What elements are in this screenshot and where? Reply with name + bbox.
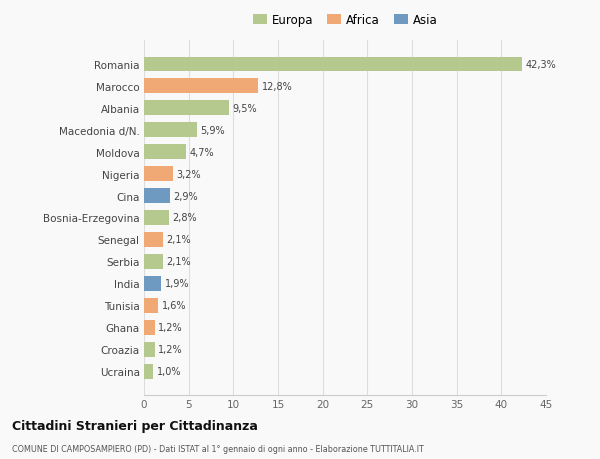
Bar <box>144 101 229 116</box>
Text: 4,7%: 4,7% <box>190 147 214 157</box>
Text: 5,9%: 5,9% <box>200 125 225 135</box>
Bar <box>144 189 170 203</box>
Bar <box>144 79 259 94</box>
Legend: Europa, Africa, Asia: Europa, Africa, Asia <box>248 10 442 32</box>
Bar <box>144 277 161 291</box>
Bar <box>144 299 158 313</box>
Bar <box>144 364 153 379</box>
Text: 12,8%: 12,8% <box>262 81 293 91</box>
Text: 1,2%: 1,2% <box>158 345 183 355</box>
Text: 2,8%: 2,8% <box>173 213 197 223</box>
Bar <box>144 342 155 357</box>
Bar <box>144 320 155 335</box>
Text: 3,2%: 3,2% <box>176 169 201 179</box>
Text: 1,6%: 1,6% <box>162 301 187 311</box>
Text: 1,0%: 1,0% <box>157 367 181 376</box>
Bar <box>144 211 169 225</box>
Text: COMUNE DI CAMPOSAMPIERO (PD) - Dati ISTAT al 1° gennaio di ogni anno - Elaborazi: COMUNE DI CAMPOSAMPIERO (PD) - Dati ISTA… <box>12 444 424 453</box>
Text: 9,5%: 9,5% <box>232 103 257 113</box>
Bar <box>144 167 173 181</box>
Bar <box>144 57 522 72</box>
Bar <box>144 123 197 137</box>
Text: 42,3%: 42,3% <box>526 60 556 69</box>
Text: Cittadini Stranieri per Cittadinanza: Cittadini Stranieri per Cittadinanza <box>12 419 258 432</box>
Text: 2,1%: 2,1% <box>166 235 191 245</box>
Bar <box>144 233 163 247</box>
Text: 1,9%: 1,9% <box>164 279 189 289</box>
Bar <box>144 145 186 159</box>
Text: 1,2%: 1,2% <box>158 323 183 333</box>
Bar <box>144 255 163 269</box>
Text: 2,1%: 2,1% <box>166 257 191 267</box>
Text: 2,9%: 2,9% <box>173 191 198 201</box>
